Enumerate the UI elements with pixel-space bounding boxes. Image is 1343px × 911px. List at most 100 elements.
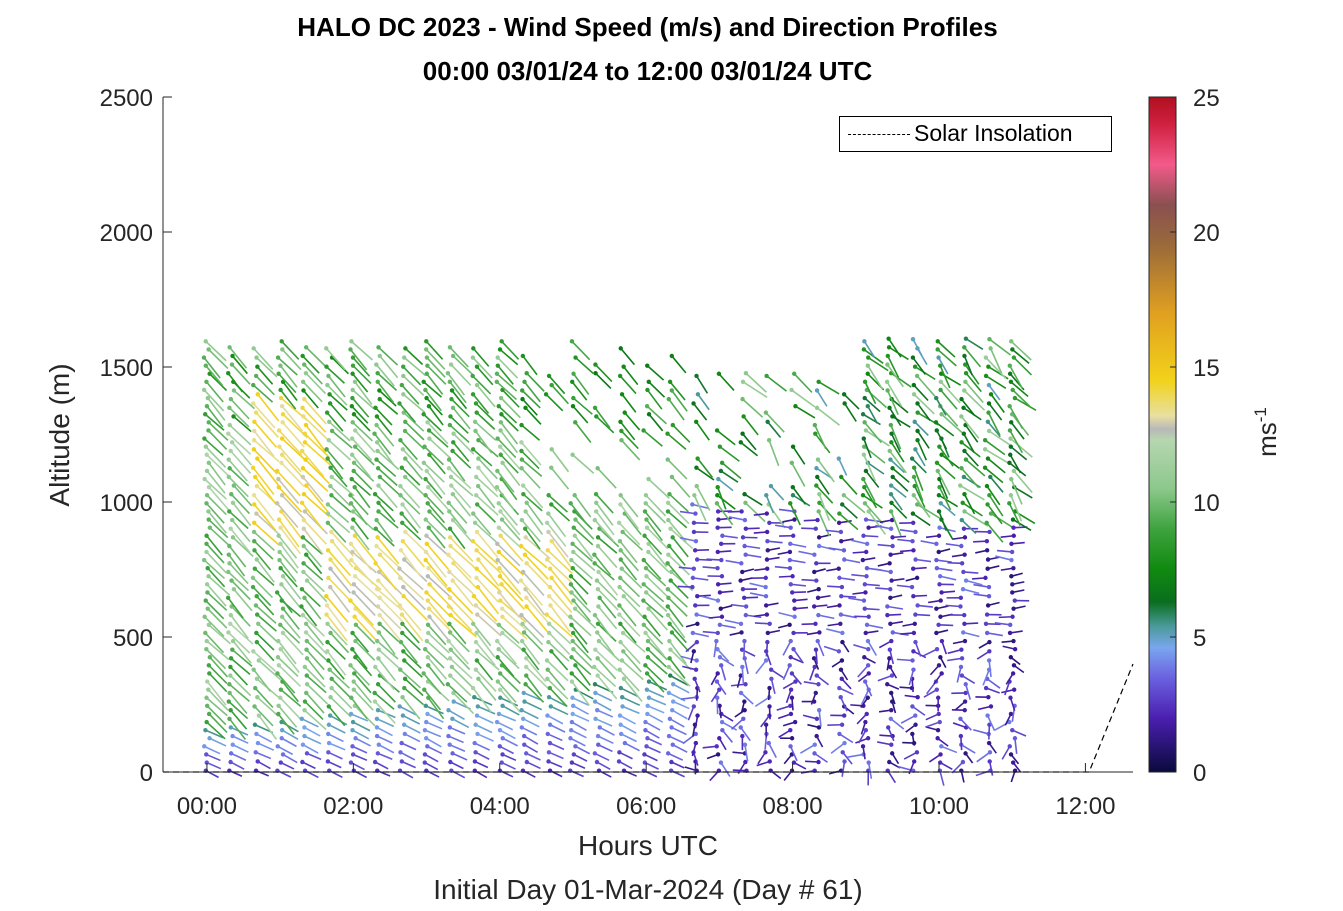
- wind-vector-tail: [422, 687, 427, 692]
- wind-vector-tail: [592, 682, 598, 687]
- wind-vector: [305, 485, 329, 513]
- wind-vector-tail: [717, 687, 722, 692]
- wind-vector: [916, 503, 941, 519]
- wind-vector: [279, 527, 301, 555]
- wind-vector-tail: [792, 606, 797, 611]
- wind-vector-tail: [665, 509, 671, 514]
- wind-vector-tail: [592, 517, 598, 523]
- wind-vector: [647, 648, 667, 668]
- wind-vector-tail: [278, 387, 283, 393]
- wind-vector: [276, 502, 299, 529]
- wind-vector-tail: [836, 456, 841, 461]
- wind-vector-tail: [888, 457, 893, 462]
- wind-vector: [303, 364, 323, 385]
- wind-vector-tail: [446, 707, 451, 713]
- wind-vector: [353, 591, 376, 616]
- wind-vector-tail: [860, 493, 866, 498]
- wind-vector-tail: [618, 502, 623, 507]
- wind-vector-tail: [203, 598, 208, 603]
- wind-vector-tail: [375, 682, 381, 687]
- wind-vector: [205, 543, 225, 564]
- wind-vector-tail: [422, 444, 427, 449]
- wind-vector-tail: [251, 346, 256, 351]
- wind-vector-tail: [814, 733, 819, 739]
- wind-vector: [208, 713, 228, 734]
- wind-vector-tail: [203, 444, 209, 449]
- wind-vector-tail: [280, 412, 286, 417]
- wind-vector-tail: [643, 630, 648, 636]
- wind-vector: [377, 450, 400, 471]
- wind-vector-tail: [764, 612, 770, 617]
- wind-vector-tail: [519, 466, 524, 471]
- wind-vector-tail: [495, 655, 500, 660]
- wind-vector: [965, 372, 982, 393]
- wind-vector-tail: [426, 565, 431, 571]
- wind-vector-tail: [352, 533, 358, 538]
- wind-vector-tail: [812, 552, 817, 557]
- wind-vector: [572, 648, 594, 670]
- wind-vector-tail: [913, 713, 918, 718]
- wind-vector: [594, 649, 618, 671]
- wind-vector-tail: [376, 630, 382, 635]
- wind-vector-tail: [374, 457, 379, 462]
- wind-vector-tail: [865, 371, 870, 376]
- wind-vector-tail: [595, 535, 601, 540]
- wind-vector-tail: [986, 364, 991, 369]
- wind-vector: [549, 742, 565, 751]
- wind-vector: [427, 421, 449, 445]
- wind-vector: [496, 486, 515, 511]
- wind-vector-tail: [739, 630, 744, 635]
- wind-vector-tail: [349, 695, 354, 700]
- wind-vector-tail: [788, 727, 793, 733]
- wind-vector-tail: [645, 638, 651, 644]
- wind-vector: [939, 365, 951, 389]
- wind-vector-tail: [203, 727, 208, 733]
- wind-vector-tail: [500, 630, 505, 636]
- wind-vector-tail: [787, 557, 793, 563]
- wind-vector-tail: [228, 707, 233, 713]
- wind-vector: [900, 632, 914, 635]
- wind-vector: [353, 672, 372, 694]
- wind-vector-tail: [518, 543, 524, 549]
- wind-vector-tail: [958, 716, 963, 722]
- wind-vector: [425, 340, 444, 360]
- wind-vector: [844, 558, 861, 564]
- wind-vector: [350, 713, 369, 722]
- wind-vector: [1012, 389, 1032, 409]
- wind-vector: [206, 721, 226, 740]
- wind-vector-tail: [934, 606, 939, 611]
- wind-vector: [203, 357, 221, 379]
- wind-vector-tail: [791, 533, 796, 538]
- wind-vector-tail: [325, 382, 330, 388]
- wind-vector: [306, 683, 329, 705]
- wind-vector-tail: [720, 727, 725, 733]
- wind-vector-tail: [715, 598, 721, 603]
- wind-vector-tail: [425, 574, 431, 579]
- wind-vector-tail: [740, 379, 746, 385]
- wind-vector-tail: [524, 759, 530, 765]
- wind-vector-tail: [962, 552, 967, 557]
- wind-vector: [425, 559, 448, 587]
- wind-vector: [622, 632, 646, 653]
- wind-vector-tail: [204, 719, 209, 725]
- wind-vector-tail: [252, 722, 258, 727]
- wind-vector-tail: [473, 667, 479, 672]
- wind-vector: [777, 713, 792, 720]
- wind-vector-tail: [717, 622, 723, 628]
- wind-vector: [594, 614, 612, 638]
- wind-vector-tail: [914, 575, 920, 581]
- wind-vector-tail: [836, 566, 841, 571]
- wind-vector-tail: [740, 733, 745, 739]
- wind-vector-tail: [474, 502, 480, 507]
- wind-vector: [830, 742, 845, 754]
- wind-vector: [818, 381, 840, 395]
- wind-vector: [719, 590, 734, 594]
- wind-vector-tail: [596, 604, 601, 609]
- wind-vector: [720, 762, 731, 777]
- wind-vector-tail: [426, 525, 431, 530]
- wind-vector: [404, 421, 425, 441]
- wind-vector-tail: [864, 574, 869, 579]
- wind-vector-tail: [397, 401, 402, 406]
- wind-vector-tail: [788, 582, 793, 587]
- wind-vector: [549, 687, 568, 708]
